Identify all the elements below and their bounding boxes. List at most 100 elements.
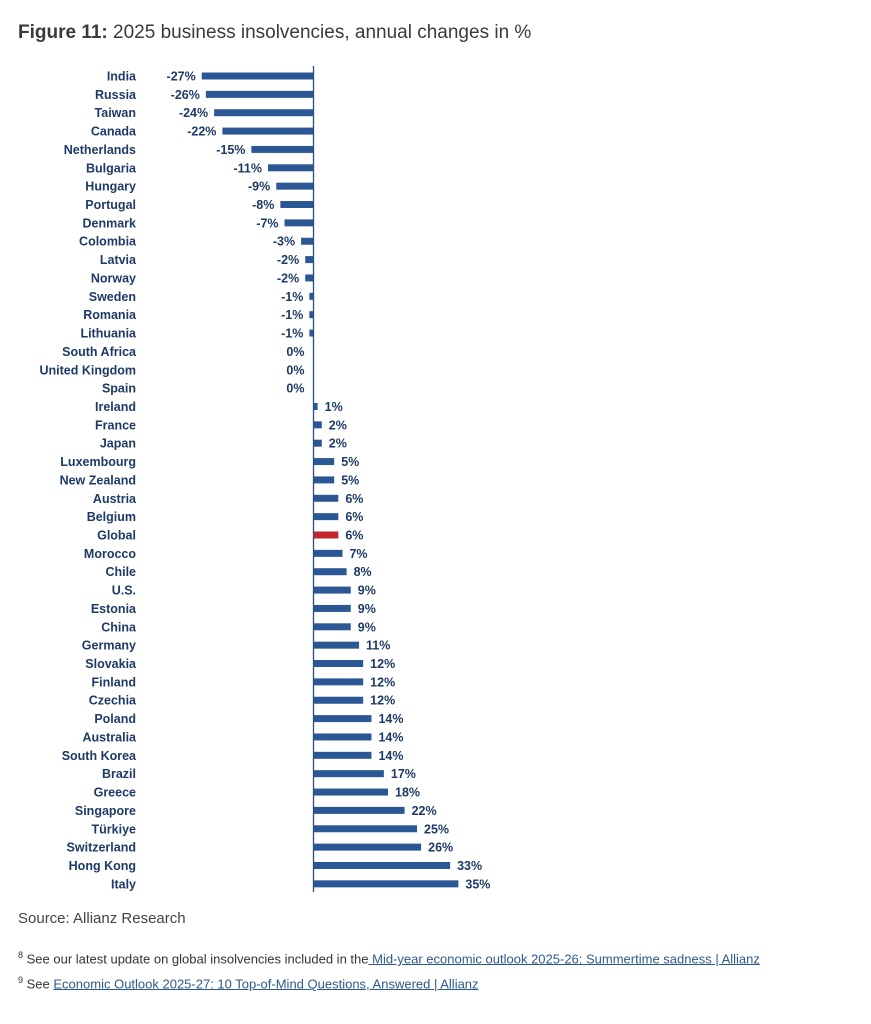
category-label: Singapore	[75, 804, 136, 818]
bar	[301, 237, 314, 245]
bar	[313, 733, 372, 741]
data-label: 14%	[378, 712, 403, 726]
category-label: Luxembourg	[60, 455, 136, 469]
bar	[267, 164, 314, 172]
category-label: Russia	[95, 88, 137, 102]
category-label: France	[95, 418, 136, 432]
bar	[313, 843, 422, 851]
data-label: 0%	[286, 382, 304, 396]
data-label: 12%	[370, 657, 395, 671]
category-label: Poland	[94, 712, 136, 726]
category-label: Colombia	[79, 235, 137, 249]
bar	[309, 329, 314, 337]
data-label: 6%	[345, 529, 363, 543]
data-label: 6%	[345, 510, 363, 524]
data-label: -9%	[248, 180, 270, 194]
data-label: 26%	[428, 841, 453, 855]
data-label: -2%	[277, 253, 299, 267]
category-label: South Africa	[62, 345, 137, 359]
category-label: Ireland	[95, 400, 136, 414]
data-label: -22%	[187, 125, 216, 139]
footnote-9-link[interactable]: Economic Outlook 2025-27: 10 Top-of-Mind…	[53, 976, 479, 992]
bar	[313, 825, 417, 833]
data-label: 6%	[345, 492, 363, 506]
data-label: 7%	[349, 547, 367, 561]
bar	[313, 806, 405, 814]
bar	[313, 623, 351, 631]
category-label: Czechia	[89, 694, 137, 708]
footnote-8-link[interactable]: Mid-year economic outlook 2025-26: Summe…	[368, 951, 760, 967]
bar	[313, 880, 459, 888]
data-label: -11%	[233, 161, 262, 175]
bar	[313, 641, 360, 649]
bar	[313, 549, 343, 557]
category-label: Global	[97, 529, 136, 543]
category-label: Chile	[105, 565, 136, 579]
data-label: 0%	[286, 363, 304, 377]
category-label: Slovakia	[85, 657, 137, 671]
data-label: -2%	[277, 271, 299, 285]
category-label: Türkiye	[92, 822, 137, 836]
category-label: Lithuania	[80, 327, 137, 341]
data-label: -7%	[256, 216, 278, 230]
category-label: Germany	[82, 639, 136, 653]
footnote-8: 8 See our latest update on global insolv…	[18, 950, 760, 967]
figure-number: Figure 11:	[18, 22, 108, 43]
data-label: 1%	[325, 400, 343, 414]
bar	[313, 770, 384, 778]
data-label: -15%	[216, 143, 245, 157]
data-label: -3%	[273, 235, 295, 249]
bar	[313, 715, 372, 723]
bar	[313, 421, 322, 429]
bar	[313, 660, 364, 668]
data-label: 9%	[358, 602, 376, 616]
data-label: 2%	[329, 437, 347, 451]
bar	[280, 201, 314, 209]
bar	[222, 127, 314, 135]
category-label: Hungary	[85, 180, 136, 194]
category-label: Hong Kong	[69, 859, 136, 873]
data-label: 17%	[391, 767, 416, 781]
category-label: Austria	[93, 492, 137, 506]
data-label: 9%	[358, 620, 376, 634]
data-label: 33%	[457, 859, 482, 873]
bar	[313, 861, 451, 869]
bar	[313, 568, 347, 576]
bar	[313, 788, 389, 796]
bar	[313, 476, 335, 484]
data-label: 22%	[412, 804, 437, 818]
bar	[309, 292, 314, 300]
bar	[313, 531, 339, 539]
bar	[284, 219, 314, 227]
data-label: 14%	[378, 730, 403, 744]
bar	[309, 311, 314, 319]
category-label: Australia	[83, 730, 138, 744]
category-label: Latvia	[100, 253, 137, 267]
bar	[313, 458, 335, 466]
bar	[205, 90, 314, 98]
data-label: 35%	[465, 877, 490, 891]
bar	[313, 604, 351, 612]
category-label: Estonia	[91, 602, 137, 616]
data-label: 8%	[354, 565, 372, 579]
data-label: 12%	[370, 675, 395, 689]
bar	[251, 145, 314, 153]
bar	[305, 274, 314, 282]
bar	[313, 402, 318, 410]
data-label: 2%	[329, 418, 347, 432]
data-label: 9%	[358, 584, 376, 598]
figure-title-text: 2025 business insolvencies, annual chang…	[107, 22, 532, 43]
category-label: Canada	[91, 125, 137, 139]
data-label: -1%	[281, 327, 303, 341]
category-label: Brazil	[102, 767, 136, 781]
data-label: -24%	[179, 106, 208, 120]
category-label: Denmark	[83, 216, 137, 230]
data-label: 11%	[366, 639, 390, 653]
category-label: U.S.	[112, 584, 136, 598]
category-label: Taiwan	[95, 106, 136, 120]
data-label: -27%	[167, 70, 196, 84]
bar-chart: India -27% Russia -26% Taiwan -24% Canada -22% N…	[39, 66, 490, 892]
category-label: China	[101, 620, 137, 634]
bar	[313, 678, 364, 686]
data-label: 5%	[341, 473, 359, 487]
